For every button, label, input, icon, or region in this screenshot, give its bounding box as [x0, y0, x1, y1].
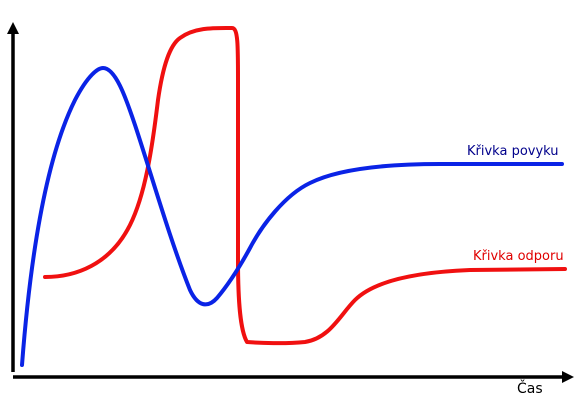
blue-curve — [20, 66, 564, 367]
x-axis-label: Čas — [517, 379, 543, 397]
blue-curve-label: Křivka povyku — [467, 144, 559, 159]
red-curve — [43, 25, 567, 346]
red-curve-label: Křivka odporu — [473, 249, 564, 264]
